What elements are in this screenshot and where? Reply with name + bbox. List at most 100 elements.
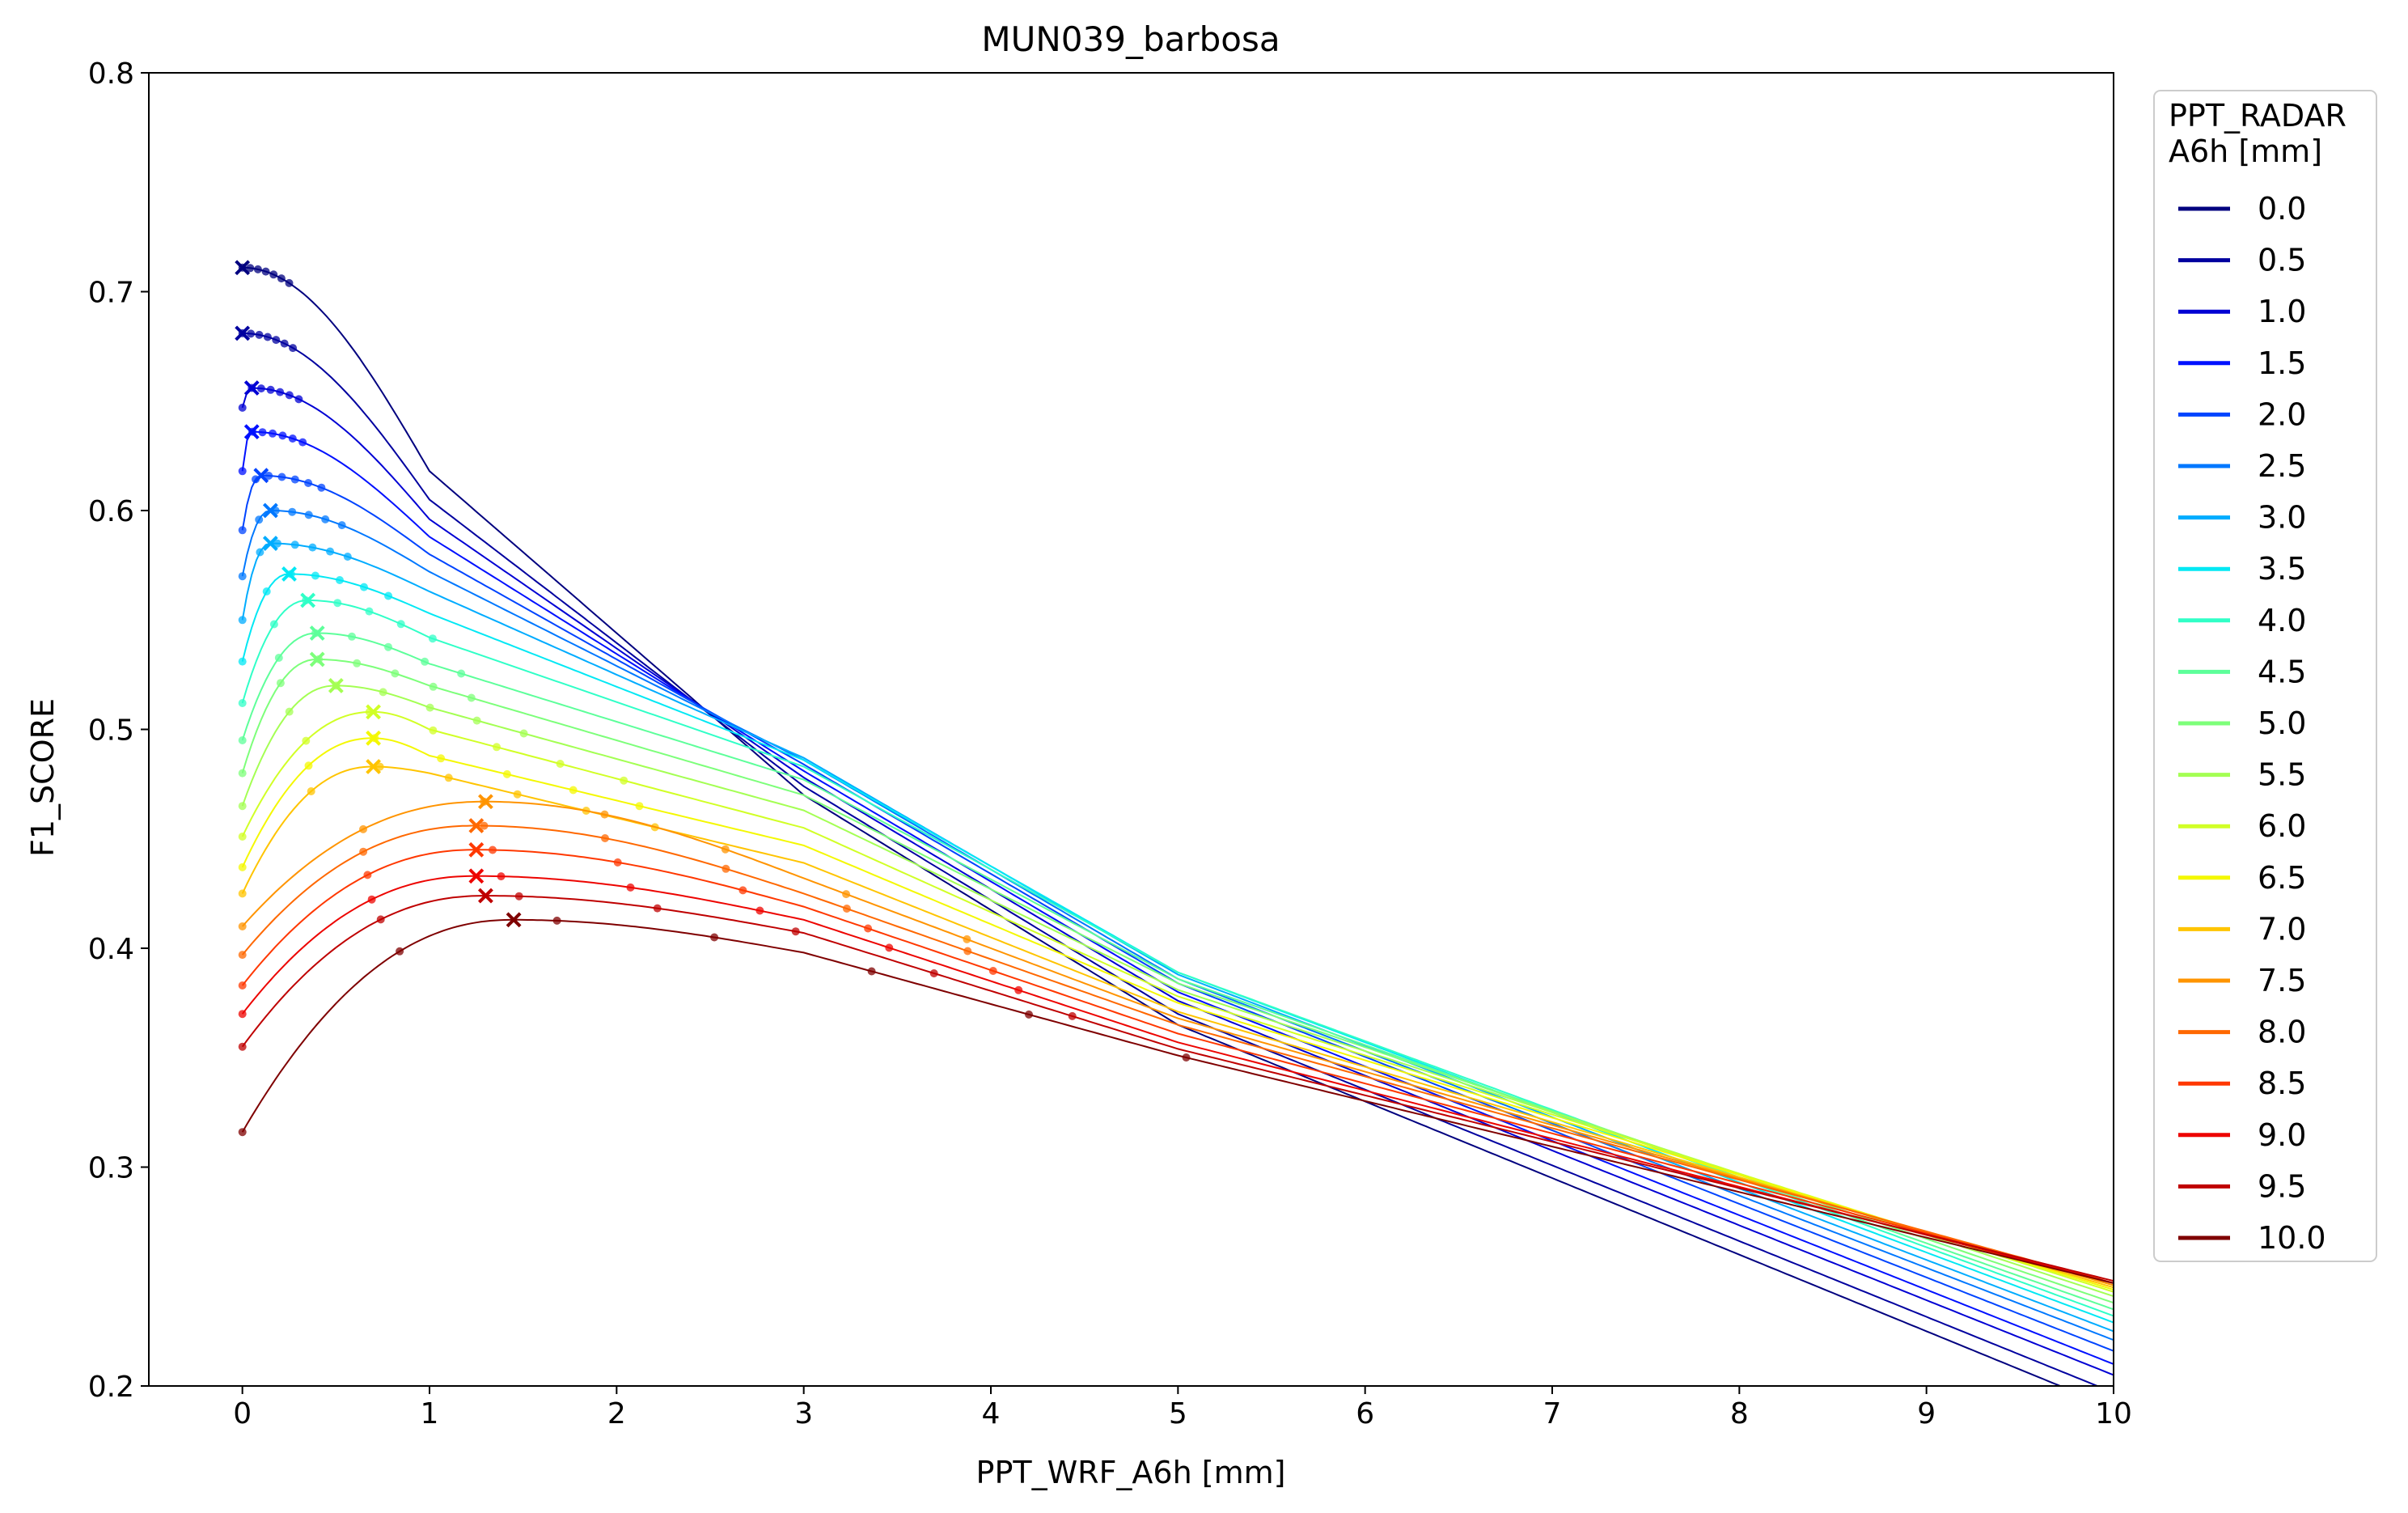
data-point (278, 431, 287, 440)
data-point (277, 274, 286, 283)
series-line (241, 599, 2114, 1317)
data-point (238, 802, 247, 811)
series-line (241, 824, 2114, 1284)
peak-marker (281, 566, 297, 582)
series-line (241, 849, 2114, 1284)
data-point (277, 473, 286, 481)
data-point (738, 886, 747, 895)
legend-entry: 8.0 (2178, 1015, 2306, 1050)
data-point (247, 329, 256, 338)
series-layer (235, 260, 2114, 1386)
peak-marker (235, 325, 251, 341)
data-point (255, 330, 264, 339)
legend-entry: 4.5 (2178, 654, 2306, 689)
data-point (238, 951, 247, 960)
data-point (556, 760, 565, 768)
legend-entry: 1.5 (2178, 345, 2306, 381)
series-10-0 (238, 912, 2114, 1284)
data-point (929, 969, 938, 977)
data-point (238, 862, 247, 871)
data-point (238, 657, 247, 666)
data-point (269, 429, 277, 438)
data-point (721, 845, 730, 854)
peak-marker (366, 730, 382, 746)
data-point (256, 384, 265, 393)
x-tick-label: 0 (233, 1397, 252, 1430)
data-point (396, 947, 404, 956)
legend-entry: 3.0 (2178, 500, 2306, 536)
data-point (262, 587, 271, 595)
data-point (653, 904, 662, 913)
data-point (253, 265, 262, 273)
data-point (285, 707, 294, 716)
data-point (304, 761, 313, 770)
legend-label: 0.0 (2258, 191, 2306, 227)
data-point (258, 428, 267, 437)
data-point (238, 833, 247, 841)
data-point (337, 521, 346, 530)
data-point (302, 736, 311, 745)
peak-marker (309, 625, 325, 641)
data-point (513, 790, 522, 799)
legend-label: 1.0 (2258, 294, 2306, 329)
series-9-5 (238, 888, 2114, 1282)
data-point (791, 927, 800, 936)
data-point (290, 475, 299, 484)
data-point (353, 659, 362, 668)
data-point (238, 572, 247, 581)
data-point (710, 933, 719, 942)
data-point (263, 333, 272, 341)
legend-entry: 7.5 (2178, 963, 2306, 998)
data-point (457, 669, 466, 678)
x-tick-label: 3 (794, 1397, 813, 1430)
legend-label: 6.0 (2258, 808, 2306, 844)
series-1-0 (238, 380, 2114, 1376)
data-point (276, 388, 285, 396)
legend-label: 7.0 (2258, 911, 2306, 947)
data-point (472, 716, 481, 725)
y-tick-label: 0.5 (88, 714, 134, 748)
legend-entry: 3.5 (2178, 551, 2306, 587)
series-6-5 (238, 730, 2114, 1290)
legend-label: 10.0 (2258, 1220, 2326, 1256)
legend-label: 1.5 (2258, 345, 2306, 381)
peak-marker (366, 704, 382, 720)
data-point (289, 344, 298, 353)
legend-entry: 6.0 (2178, 808, 2306, 844)
data-point (613, 858, 622, 867)
x-tick-label: 1 (421, 1397, 439, 1430)
data-point (304, 511, 313, 519)
peak-marker (468, 868, 485, 884)
data-point (256, 548, 264, 557)
series-line (242, 332, 2100, 1386)
legend-entry: 1.0 (2178, 294, 2306, 329)
peak-marker (477, 888, 493, 904)
data-point (480, 821, 489, 830)
data-point (255, 515, 264, 524)
data-point (1182, 1053, 1191, 1062)
legend-label: 4.0 (2258, 603, 2306, 638)
data-point (626, 883, 635, 892)
axes-layer: 0 1 2 3 4 5 6 7 8 9 10 0.2 0.3 0.4 0.5 0.6 0.7 0.8 (88, 57, 2132, 1430)
series-line (241, 737, 2114, 1290)
series-1-5 (238, 424, 2114, 1365)
series-0-5 (235, 325, 2100, 1386)
legend-label: 2.0 (2258, 396, 2306, 432)
data-point (238, 699, 247, 707)
legend-entry: 5.0 (2178, 706, 2306, 741)
x-tick-label: 8 (1730, 1397, 1749, 1430)
data-point (384, 591, 393, 600)
legend-entry: 4.0 (2178, 603, 2306, 638)
data-point (321, 515, 330, 523)
data-point (867, 967, 876, 976)
data-point (963, 947, 972, 956)
data-point (307, 787, 315, 795)
data-point (264, 472, 273, 480)
data-point (326, 547, 335, 556)
data-point (288, 507, 297, 516)
y-tick-label: 0.2 (88, 1371, 134, 1404)
x-tick-label: 4 (982, 1397, 1001, 1430)
data-point (514, 892, 523, 901)
